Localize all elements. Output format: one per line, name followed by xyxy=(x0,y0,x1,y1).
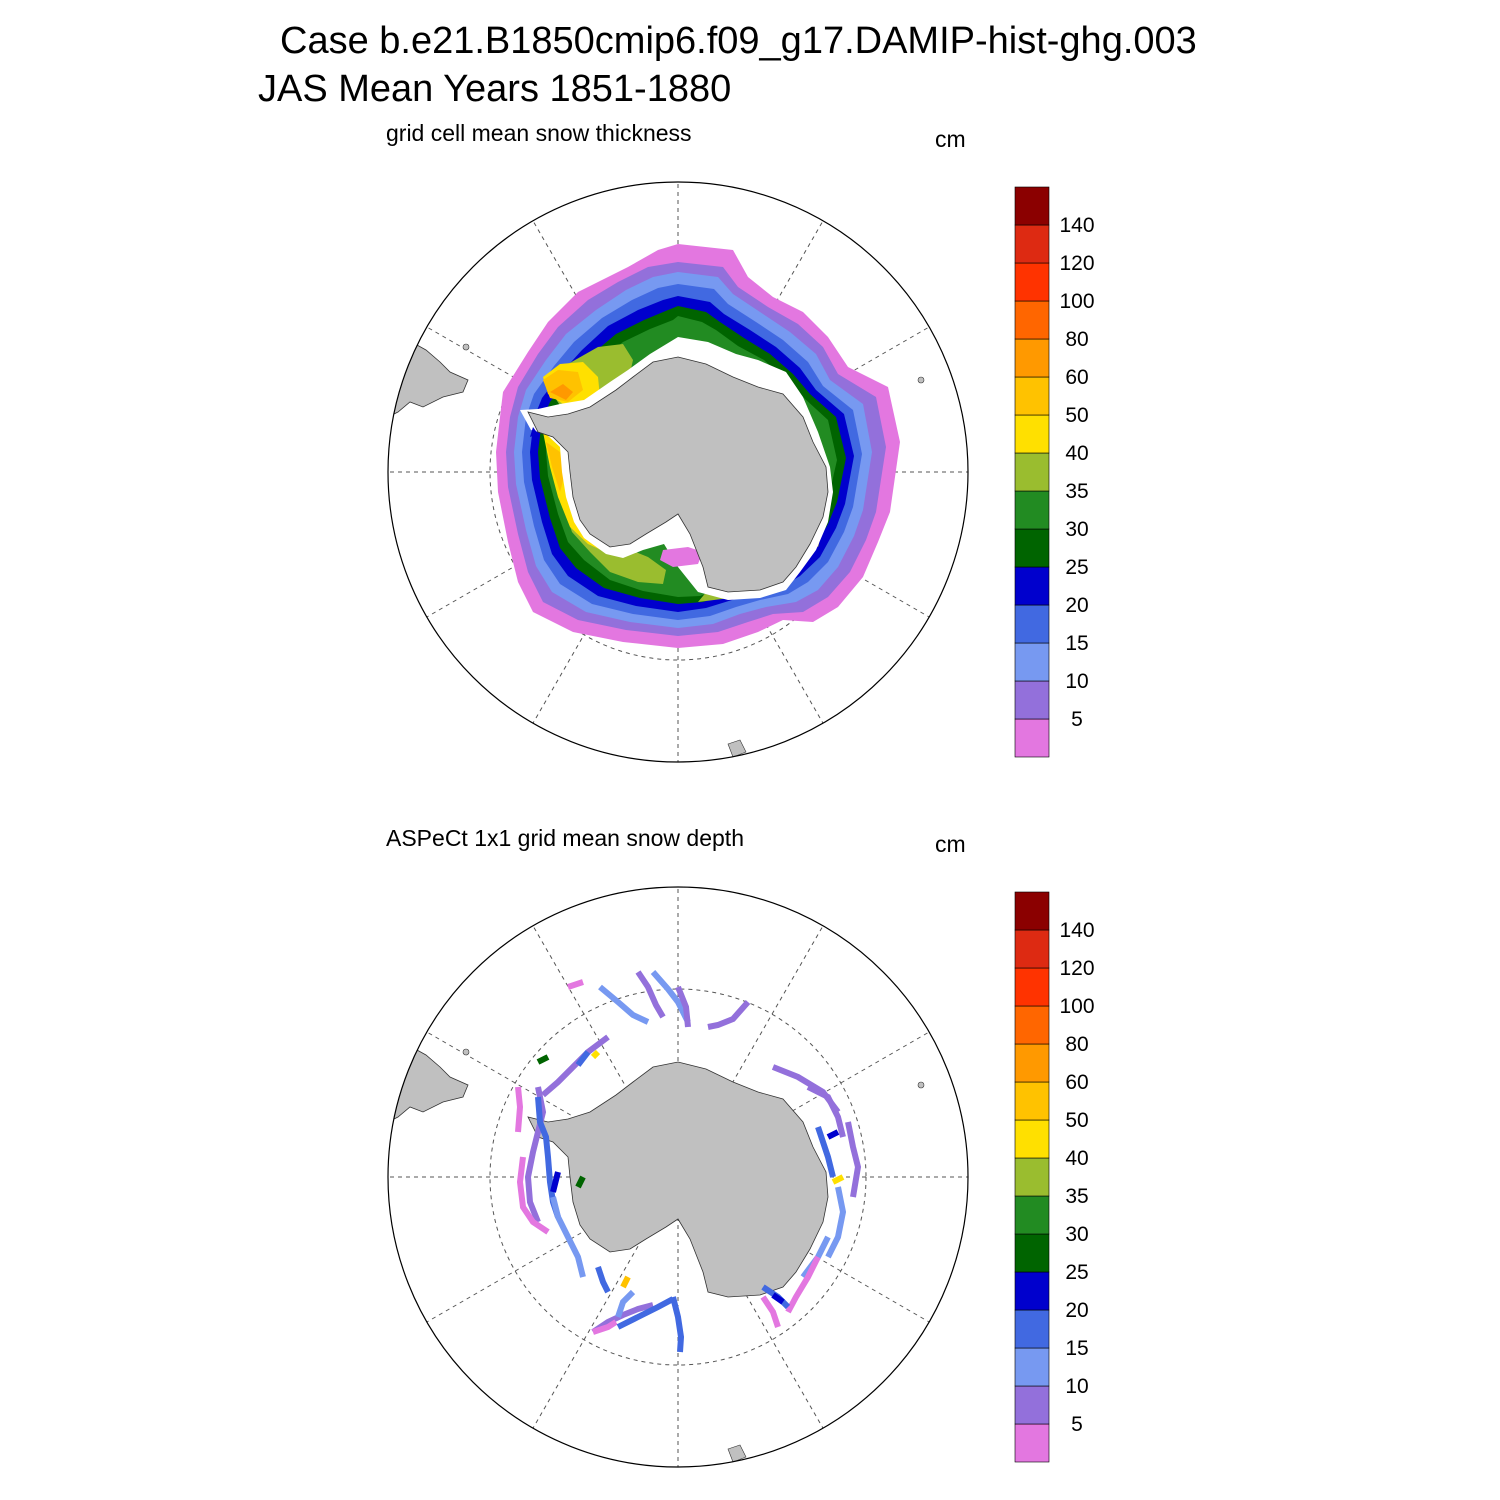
colorbar-tick-label: 50 xyxy=(1065,1109,1088,1132)
colorbar-tick-label: 20 xyxy=(1065,594,1088,617)
colorbar-tick-label: 100 xyxy=(1059,290,1094,313)
colorbar-swatch xyxy=(1014,929,1050,969)
colorbar-swatch xyxy=(1014,376,1050,416)
colorbar-swatch xyxy=(1014,414,1050,454)
colorbar-tick-label: 5 xyxy=(1071,1413,1083,1436)
colorbar-swatch xyxy=(1014,452,1050,492)
panel2-units: cm xyxy=(935,831,966,857)
colorbar-tick-label: 100 xyxy=(1059,995,1094,1018)
colorbar-tick-label: 40 xyxy=(1065,1147,1088,1170)
colorbar-swatch xyxy=(1014,604,1050,644)
colorbar-swatch xyxy=(1014,642,1050,682)
colorbar-tick-label: 120 xyxy=(1059,252,1094,275)
colorbar-tick-label: 10 xyxy=(1065,1375,1088,1398)
colorbar-tick-label: 140 xyxy=(1059,214,1094,237)
colorbar-swatch xyxy=(1014,490,1050,530)
colorbar-tick-label: 60 xyxy=(1065,366,1088,389)
colorbar-swatch xyxy=(1014,224,1050,264)
model-map-boundary xyxy=(387,181,969,763)
figure-title-line1: Case b.e21.B1850cmip6.f09_g17.DAMIP-hist… xyxy=(280,20,1197,62)
obs-map-boundary xyxy=(387,886,969,1468)
colorbar-tick-label: 25 xyxy=(1065,556,1088,579)
colorbar-swatch xyxy=(1014,338,1050,378)
obs-ship-tracks xyxy=(515,970,862,1353)
colorbar-tick-label: 40 xyxy=(1065,442,1088,465)
colorbar-swatch xyxy=(1014,566,1050,606)
panel1-subtitle: grid cell mean snow thickness xyxy=(386,120,692,146)
colorbar-tick-label: 30 xyxy=(1065,1223,1088,1246)
colorbar-swatch xyxy=(1014,718,1050,758)
colorbar-tick-label: 30 xyxy=(1065,518,1088,541)
colorbar-swatch xyxy=(1014,528,1050,568)
obs-snow-map xyxy=(387,886,969,1468)
colorbar-tick-label: 80 xyxy=(1065,1033,1088,1056)
colorbar-swatch xyxy=(1014,1043,1050,1083)
colorbar-tick-label: 60 xyxy=(1065,1071,1088,1094)
colorbar-swatch xyxy=(1014,1233,1050,1273)
colorbar-tick-label: 140 xyxy=(1059,919,1094,942)
panel2-subtitle: ASPeCt 1x1 grid mean snow depth xyxy=(386,825,744,851)
colorbar-tick-label: 120 xyxy=(1059,957,1094,980)
colorbar-swatch xyxy=(1014,1309,1050,1349)
colorbar-top: 5 10 15 20 25 30 35 40 50 60 80 100 120 140 xyxy=(1014,186,1095,758)
figure-title-line2: JAS Mean Years 1851-1880 xyxy=(258,68,732,110)
colorbar-tick-label: 80 xyxy=(1065,328,1088,351)
colorbar-swatch xyxy=(1014,680,1050,720)
model-snow-map xyxy=(387,181,969,763)
colorbar-swatch xyxy=(1014,891,1050,931)
colorbar-tick-label: 35 xyxy=(1065,1185,1088,1208)
colorbar-tick-label: 5 xyxy=(1071,708,1083,731)
colorbar-tick-label: 15 xyxy=(1065,632,1088,655)
colorbar-swatch xyxy=(1014,1423,1050,1463)
colorbar-tick-label: 35 xyxy=(1065,480,1088,503)
colorbar-swatch xyxy=(1014,1347,1050,1387)
colorbar-swatch xyxy=(1014,262,1050,302)
colorbar-swatch xyxy=(1014,1385,1050,1425)
colorbar-swatch xyxy=(1014,1119,1050,1159)
colorbar-tick-label: 10 xyxy=(1065,670,1088,693)
colorbar-swatch xyxy=(1014,186,1050,226)
colorbar-swatch xyxy=(1014,1271,1050,1311)
colorbar-tick-label: 15 xyxy=(1065,1337,1088,1360)
colorbar-swatch xyxy=(1014,967,1050,1007)
panel1-units: cm xyxy=(935,126,966,152)
colorbar-tick-label: 50 xyxy=(1065,404,1088,427)
colorbar-swatch xyxy=(1014,1157,1050,1197)
colorbar-tick-label: 20 xyxy=(1065,1299,1088,1322)
colorbar-swatch xyxy=(1014,1195,1050,1235)
colorbar-bottom: 5 10 15 20 25 30 35 40 50 60 80 100 120 140 xyxy=(1014,891,1095,1463)
colorbar-swatch xyxy=(1014,1005,1050,1045)
colorbar-swatch xyxy=(1014,300,1050,340)
colorbar-tick-label: 25 xyxy=(1065,1261,1088,1284)
colorbar-swatch xyxy=(1014,1081,1050,1121)
